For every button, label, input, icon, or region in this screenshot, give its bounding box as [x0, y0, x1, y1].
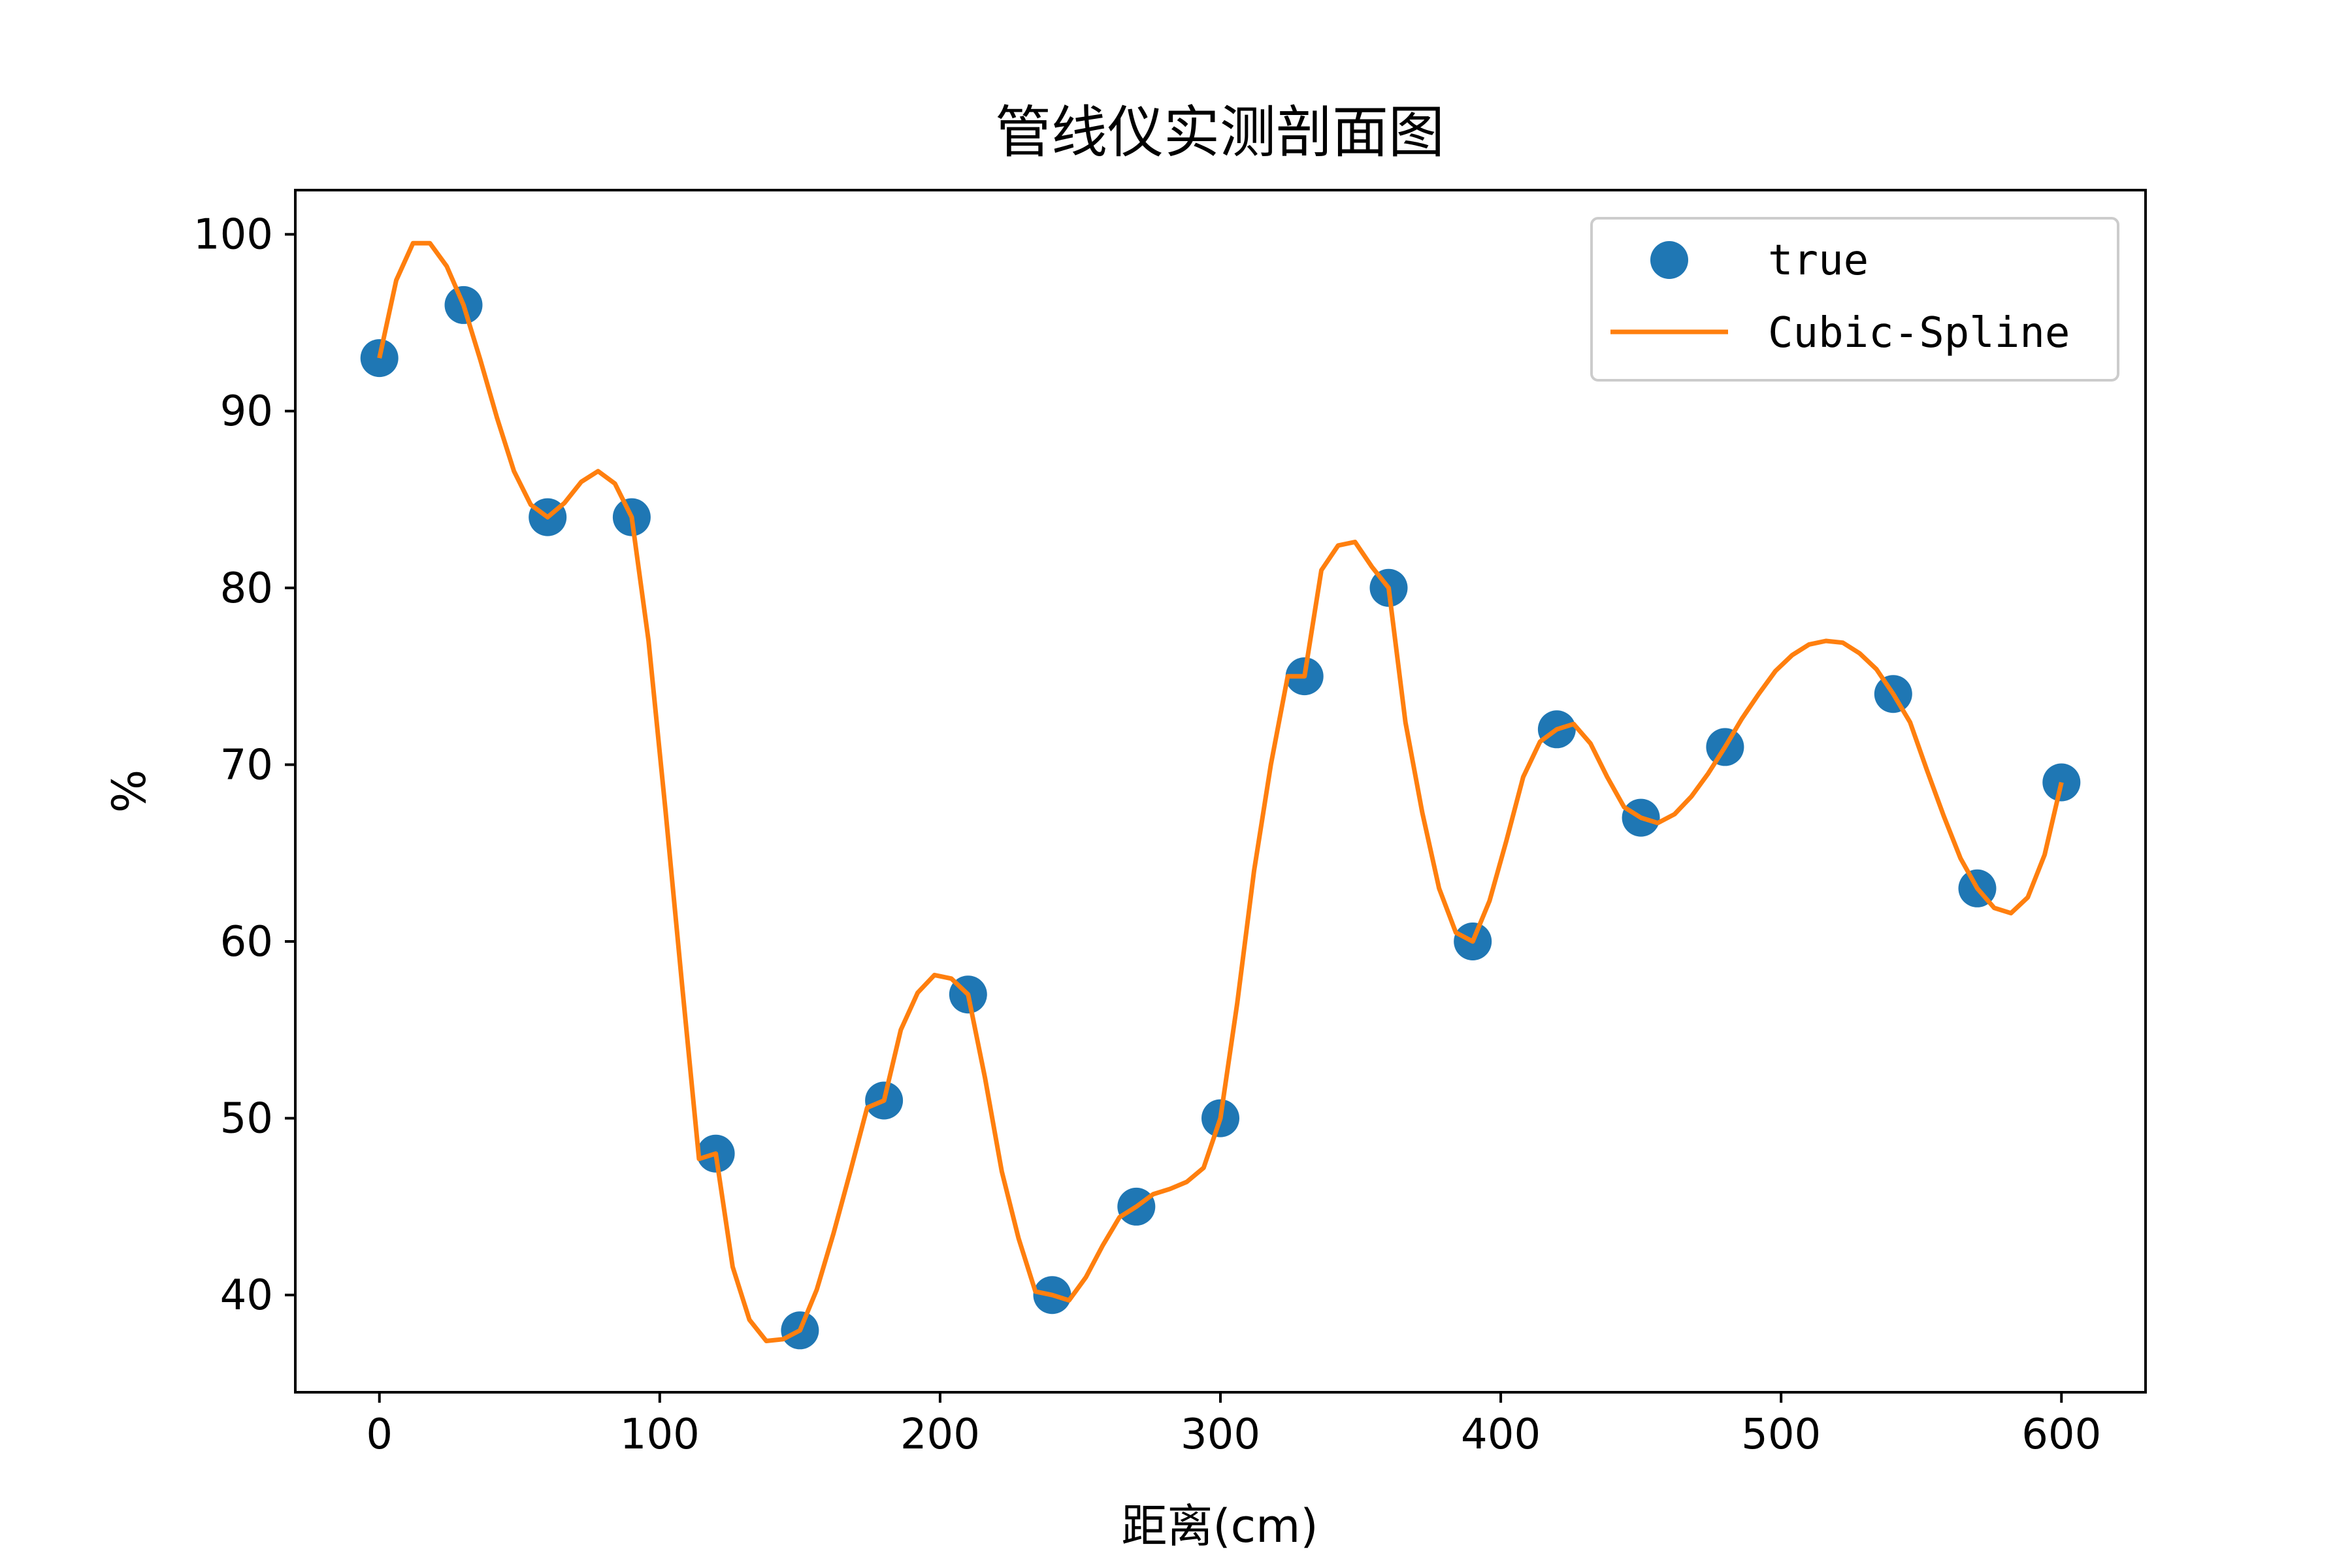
y-tick-label: 70 — [220, 741, 273, 789]
y-axis: 40 50 60 70 80 90 100 — [193, 211, 295, 1320]
x-tick-label: 200 — [900, 1411, 980, 1459]
x-tick-label: 0 — [366, 1411, 393, 1459]
x-tick-label: 100 — [620, 1411, 700, 1459]
legend-marker-true — [1650, 241, 1688, 279]
y-axis-label: % — [103, 770, 156, 813]
legend-label-true: true — [1768, 237, 1869, 285]
y-tick-label: 90 — [220, 387, 273, 436]
y-tick-label: 60 — [220, 918, 273, 966]
y-tick-label: 40 — [220, 1271, 273, 1320]
legend-frame — [1590, 217, 2119, 382]
legend: true Cubic-Spline — [1590, 217, 2119, 382]
x-tick-label: 300 — [1181, 1411, 1260, 1459]
chart-title: 管线仪实测剖面图 — [995, 100, 1445, 165]
plot-area — [360, 240, 2081, 1350]
x-axis-label: 距离(cm) — [1121, 1499, 1318, 1553]
x-tick-label: 500 — [1741, 1411, 1821, 1459]
x-tick-label: 400 — [1461, 1411, 1541, 1459]
y-tick-label: 100 — [193, 211, 273, 259]
series-line-cubic-spline — [377, 240, 2064, 1343]
y-tick-label: 80 — [220, 564, 273, 613]
legend-label-cubic-spline: Cubic-Spline — [1768, 309, 2070, 357]
x-axis: 0 100 200 300 400 500 600 — [366, 1392, 2101, 1459]
y-tick-label: 50 — [220, 1095, 273, 1143]
x-tick-label: 600 — [2021, 1411, 2101, 1459]
